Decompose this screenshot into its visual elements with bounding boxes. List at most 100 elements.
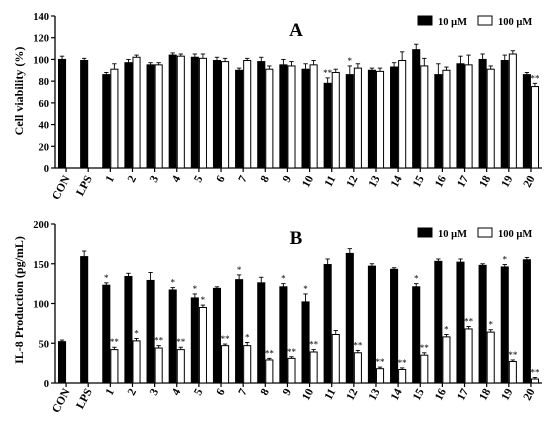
- panel-a-bar-10um: [102, 74, 111, 169]
- panel-b-significance-mark: *: [104, 273, 109, 283]
- panel-a-y-tick-label: 60: [39, 99, 50, 110]
- panel-b-significance-mark: **: [221, 334, 231, 344]
- panel-b-category-label: 10: [300, 387, 316, 403]
- panel-a-y-tick-label: 40: [39, 121, 50, 132]
- panel-b-bar-10um: [301, 301, 310, 384]
- panel-a-bar-100um: [486, 68, 495, 169]
- panel-a-significance-mark: **: [530, 73, 540, 83]
- panel-b-bar-100um: [309, 351, 318, 384]
- panel-b-bar-100um: [398, 368, 407, 384]
- panel-b-category-label: 1: [104, 387, 117, 398]
- panel-a-category-label: 20: [522, 174, 538, 190]
- panel-b-significance-mark: **: [309, 340, 319, 350]
- panel-b-category-label: 4: [170, 387, 183, 398]
- panel-a-bar-100um: [287, 65, 296, 169]
- panel-b-legend-swatch-10um: [417, 227, 433, 238]
- panel-b-significance-mark: **: [110, 337, 120, 347]
- panel-a-bar-100um: [176, 55, 185, 169]
- panel-a-bar-100um: [442, 69, 451, 169]
- panel-b-category-label: 12: [344, 387, 360, 403]
- panel-b-bar-100um: [176, 349, 185, 384]
- panel-b-bar-10um: [124, 275, 133, 384]
- panel-a-bar-10um: [478, 58, 487, 169]
- panel-a-legend-label-10um: 10 μM: [438, 17, 467, 28]
- panel-a-bar-100um: [353, 67, 362, 169]
- panel-a-bar-10um: [279, 64, 288, 169]
- panel-a-bar-10um: [257, 61, 266, 169]
- panel-a-bar-10um: [190, 56, 199, 169]
- panel-b-legend: 10 μM 100 μM: [417, 227, 532, 240]
- panel-b-legend-label-10um: 10 μM: [438, 229, 467, 240]
- panel-b-bar-10um: [80, 256, 89, 384]
- panel-a-bar-10um: [235, 69, 244, 169]
- panel-a-category-label: 2: [126, 174, 139, 185]
- panel-b-bar-10um: [434, 260, 443, 384]
- panel-b-bar-100um: [420, 354, 429, 384]
- panel-b-bar-100um: [375, 368, 385, 384]
- panel-a-y-tick-label: 100: [33, 55, 49, 66]
- panel-a-category-label: 4: [170, 174, 183, 185]
- panel-b-significance-mark: **: [420, 343, 430, 353]
- panel-b-significance-mark: *: [414, 274, 419, 284]
- panel-b-bar-10um: [412, 286, 421, 384]
- panel-a-y-tick-label: 0: [44, 164, 49, 175]
- panel-b-bar-10um: [190, 297, 199, 384]
- panel-a-ylabel: Cell viability (%): [12, 47, 26, 136]
- panel-a-label: A: [289, 20, 303, 41]
- panel-b-significance-mark: **: [376, 357, 386, 367]
- panel-b-bar-100um: [198, 306, 207, 384]
- panel-b-significance-mark: *: [193, 284, 198, 294]
- panel-b-significance-mark: *: [303, 284, 308, 294]
- panel-b-significance-mark: *: [237, 265, 242, 275]
- panel-a-bar-10um: [168, 54, 177, 169]
- panel-a-bar-100um: [243, 60, 252, 169]
- panel-b-bar-10um: [57, 341, 67, 384]
- panel-b-category-label: 6: [214, 387, 227, 398]
- panel-a-bar-10um: [124, 62, 133, 169]
- panel-b-significance-mark: **: [508, 350, 518, 360]
- panel-a-legend-label-100um: 100 μM: [498, 17, 532, 28]
- panel-a-bar-100um: [309, 64, 318, 169]
- panel-a-bar-100um: [198, 57, 207, 169]
- panel-b-significance-mark: **: [265, 348, 275, 358]
- panel-b-bar-100um: [287, 357, 296, 384]
- panel-b-y-tick-label: 0: [44, 379, 49, 390]
- panel-b-category-label: 3: [148, 387, 161, 398]
- panel-b-category-label: 9: [281, 387, 294, 398]
- panel-a-bar-100um: [464, 64, 473, 169]
- panel-b-significance-mark: *: [503, 255, 508, 265]
- panel-a-bar-10um: [390, 66, 399, 169]
- panel-a-bar-100um: [375, 70, 385, 169]
- panel-b-y-tick-label: 50: [39, 339, 50, 350]
- panel-a-bar-10um: [367, 69, 376, 169]
- panel-b-bar-100um: [265, 359, 274, 384]
- panel-b-bar-100um: [530, 378, 540, 384]
- panel-a-significance-mark: *: [348, 56, 353, 66]
- panel-b-significance-mark: *: [488, 320, 493, 330]
- panel-b-significance-mark: *: [134, 328, 139, 338]
- panel-b-bar-10um: [367, 265, 376, 384]
- panel-b-il8-chart: B IL-8 Production (pg/mL) 10 μM 100 μM 0…: [12, 220, 542, 415]
- panel-b-bar-100um: [464, 328, 473, 384]
- panel-b-significance-mark: *: [245, 332, 250, 342]
- panel-a-bar-10um: [345, 74, 354, 169]
- panel-a-bar-10um: [434, 74, 443, 169]
- panel-b-y-tick-label: 200: [33, 220, 49, 231]
- panel-a-category-label: CON: [50, 173, 73, 202]
- panel-a-category-label: 15: [411, 174, 427, 190]
- panel-a-bar-100um: [530, 86, 540, 169]
- panel-b-category-label: CON: [50, 386, 73, 415]
- panel-a-category-label: 16: [433, 174, 449, 190]
- panel-a-bar-100um: [398, 60, 407, 169]
- panel-b-significance-mark: **: [287, 347, 297, 357]
- panel-b-bar-10um: [257, 282, 266, 384]
- panel-a-bar-10um: [57, 58, 67, 169]
- panel-a-category-label: 8: [259, 174, 272, 185]
- panel-b-bar-10um: [522, 259, 531, 384]
- panel-b-bar-100um: [508, 361, 517, 384]
- panel-b-significance-mark: **: [176, 337, 186, 347]
- panel-b-bar-10um: [235, 279, 244, 384]
- panel-a-category-label: 5: [192, 174, 205, 185]
- panel-a-category-label: 7: [237, 174, 250, 185]
- panel-a-bar-10um: [301, 68, 310, 169]
